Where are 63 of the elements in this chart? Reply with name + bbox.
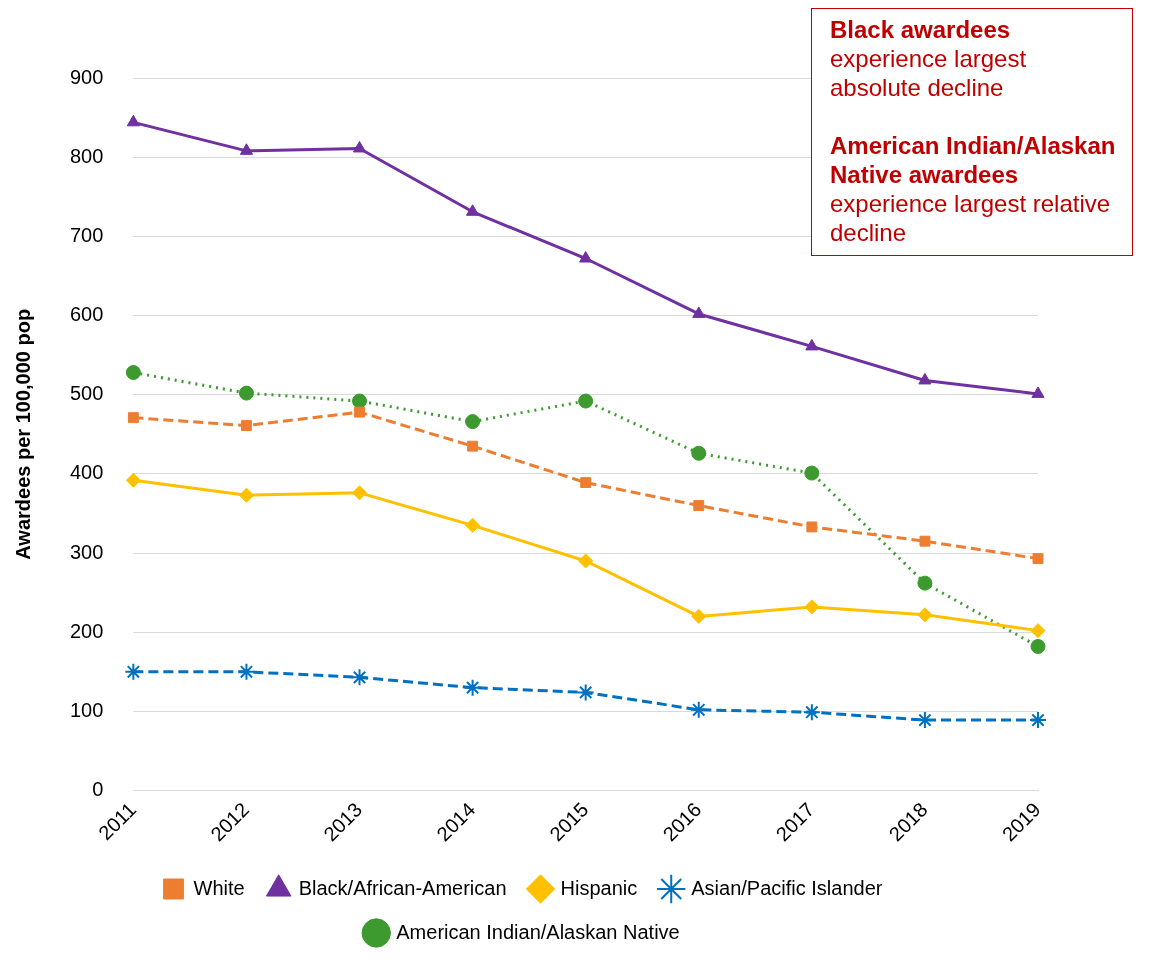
- annotation: experience largest absolute decline: [830, 45, 1027, 101]
- point: [352, 393, 368, 409]
- y-tick-label: 200: [69, 619, 104, 642]
- y-tick-label: 600: [69, 303, 104, 326]
- legend-label: Black/African-American: [298, 876, 507, 899]
- legend-label: White: [193, 876, 245, 899]
- y-axis-title: Awardees per 100,000 pop: [11, 308, 34, 560]
- point: [127, 412, 139, 424]
- point: [693, 500, 705, 511]
- point: [580, 477, 592, 489]
- point: [1030, 623, 1046, 639]
- legend-label: American Indian/Alaskan Native: [396, 920, 680, 943]
- point: [692, 306, 706, 318]
- y-tick-label: 100: [69, 698, 104, 721]
- point: [804, 465, 820, 481]
- point: [579, 251, 593, 263]
- point: [466, 204, 480, 216]
- point: [125, 472, 141, 488]
- point: [352, 140, 367, 153]
- point: [1029, 711, 1047, 730]
- point: [918, 372, 932, 385]
- y-tick-label: 900: [69, 65, 104, 88]
- point: [805, 338, 819, 351]
- point: [578, 553, 594, 569]
- point: [126, 114, 140, 127]
- point: [806, 521, 818, 533]
- text: Black awardees: [830, 16, 1011, 43]
- point: [917, 575, 933, 591]
- point: [465, 414, 481, 430]
- point: [804, 599, 820, 615]
- point: [467, 440, 479, 452]
- point: [576, 683, 595, 702]
- point: [1030, 638, 1046, 654]
- point: [802, 703, 821, 722]
- point: [465, 517, 481, 533]
- point: [239, 143, 254, 155]
- point: [124, 662, 143, 681]
- y-tick-label: 700: [69, 223, 104, 246]
- point: [238, 487, 254, 503]
- point: [237, 662, 256, 681]
- point: [241, 420, 252, 432]
- point: [691, 608, 707, 624]
- legend-label: Asian/Pacific Islander: [691, 876, 883, 899]
- point: [917, 607, 933, 623]
- point: [1032, 553, 1044, 565]
- point: [919, 535, 931, 547]
- point: [689, 700, 708, 719]
- legend-label: Hispanic: [560, 876, 638, 899]
- point: [1031, 386, 1045, 398]
- y-tick-label: 0: [92, 778, 104, 801]
- point: [238, 385, 254, 401]
- point: [578, 393, 594, 409]
- point: [352, 485, 368, 501]
- point: [463, 678, 482, 697]
- y-tick-label: 300: [69, 540, 104, 563]
- point: [354, 406, 365, 418]
- point: [691, 445, 707, 461]
- y-tick-label: 400: [69, 461, 104, 484]
- annotation: experience largest relative decline: [830, 190, 1111, 246]
- y-tick-label: 800: [69, 144, 104, 167]
- point: [125, 365, 141, 381]
- point: [350, 668, 369, 687]
- y-tick-label: 500: [69, 382, 104, 405]
